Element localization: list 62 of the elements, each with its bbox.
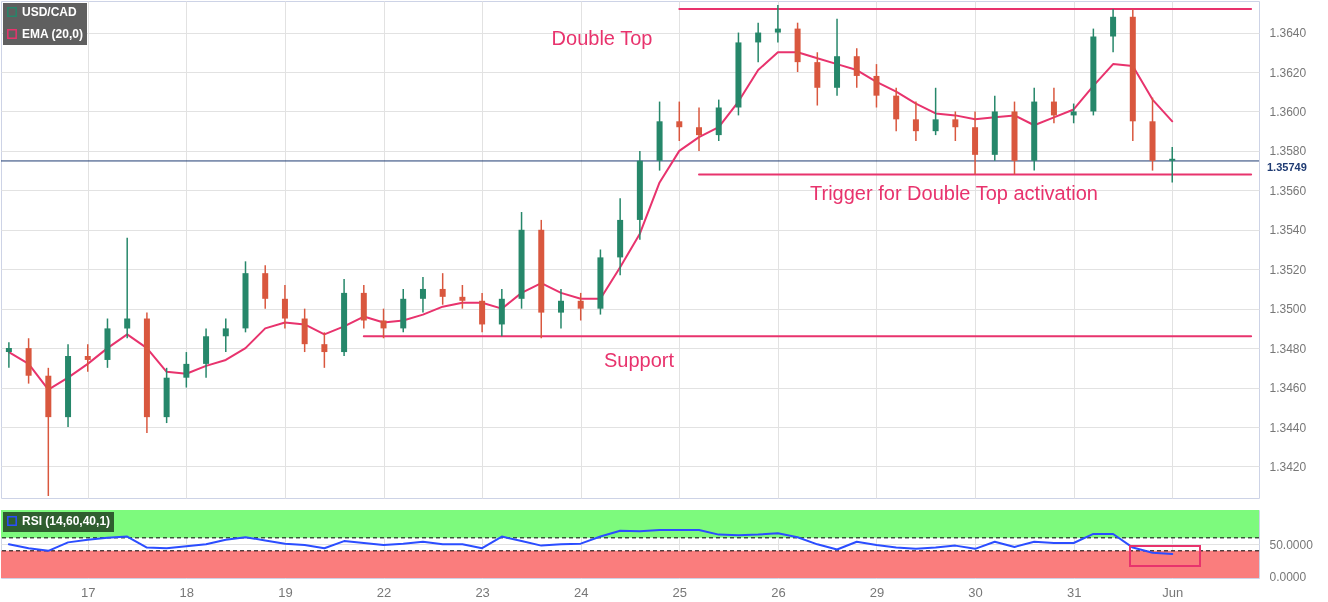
candlestick (932, 87, 939, 136)
candlestick (222, 317, 229, 353)
candlestick (439, 272, 446, 306)
candlestick (873, 63, 880, 109)
candlestick (696, 106, 703, 152)
y-tick-label: 1.3480 (1269, 341, 1307, 356)
legend-label: RSI (14,60,40,1) (22, 514, 111, 528)
candlestick (557, 288, 564, 330)
ref-line-label: 1.35749 (1267, 160, 1307, 173)
legend-label: EMA (20,0) (22, 27, 83, 41)
y-tick-label: 1.3500 (1269, 302, 1307, 317)
candlestick (183, 351, 190, 389)
candlestick (281, 284, 288, 330)
x-tick-label: 24 (573, 584, 589, 600)
candlestick (912, 100, 919, 142)
line-series (7, 51, 1174, 391)
candlestick (853, 47, 860, 89)
x-tick-label: 30 (968, 584, 983, 600)
x-tick-label: 26 (771, 584, 786, 600)
x-tick-label: 29 (869, 584, 885, 600)
y-tick-label: 1.3420 (1269, 459, 1307, 474)
x-tick-label: 25 (672, 584, 688, 600)
line-series (7, 529, 1174, 556)
x-tick-label: 23 (475, 584, 490, 600)
candlestick (84, 343, 91, 373)
candlestick (893, 87, 900, 132)
annotation: Trigger for Double Top activation (810, 182, 1098, 204)
x-tick-label: 18 (179, 584, 195, 600)
y-tick-label: 1.3560 (1269, 183, 1307, 198)
y-tick-label: 1.3520 (1269, 262, 1307, 277)
candlestick (1070, 102, 1077, 125)
candlestick (676, 100, 683, 142)
y-tick-label: 1.3620 (1269, 65, 1307, 80)
candlestick (479, 292, 486, 334)
x-tick-label: 17 (81, 584, 96, 600)
x-tick-label: 31 (1066, 584, 1082, 600)
y-tick-label: 1.3640 (1269, 26, 1307, 41)
x-tick-label: 19 (278, 584, 293, 600)
y-tick-label: 1.3580 (1269, 144, 1307, 159)
candlestick (755, 21, 762, 63)
y-tick-label: 1.3440 (1269, 420, 1307, 435)
candlestick (774, 4, 781, 44)
candlestick (124, 236, 131, 339)
candlestick (1050, 87, 1057, 125)
y-tick-label: 1.3600 (1269, 104, 1307, 119)
candlestick (952, 110, 959, 142)
candlestick (419, 276, 426, 314)
candlestick (1169, 146, 1176, 184)
candlestick (321, 331, 328, 369)
y-tick-label: 1.3540 (1269, 223, 1307, 238)
candlestick (459, 284, 466, 310)
candlestick (1110, 8, 1117, 54)
x-tick-label: Jun (1162, 584, 1184, 600)
y-tick-label: 0.0000 (1269, 570, 1307, 585)
x-tick-label: 22 (376, 584, 392, 600)
candlestick (5, 341, 12, 369)
y-tick-label: 50.0000 (1269, 537, 1314, 552)
legend-label: USD/CAD (22, 5, 77, 19)
annotation: Support (603, 349, 675, 371)
annotation: Double Top (551, 27, 653, 49)
y-tick-label: 1.3460 (1269, 381, 1307, 396)
candlestick (577, 292, 584, 322)
